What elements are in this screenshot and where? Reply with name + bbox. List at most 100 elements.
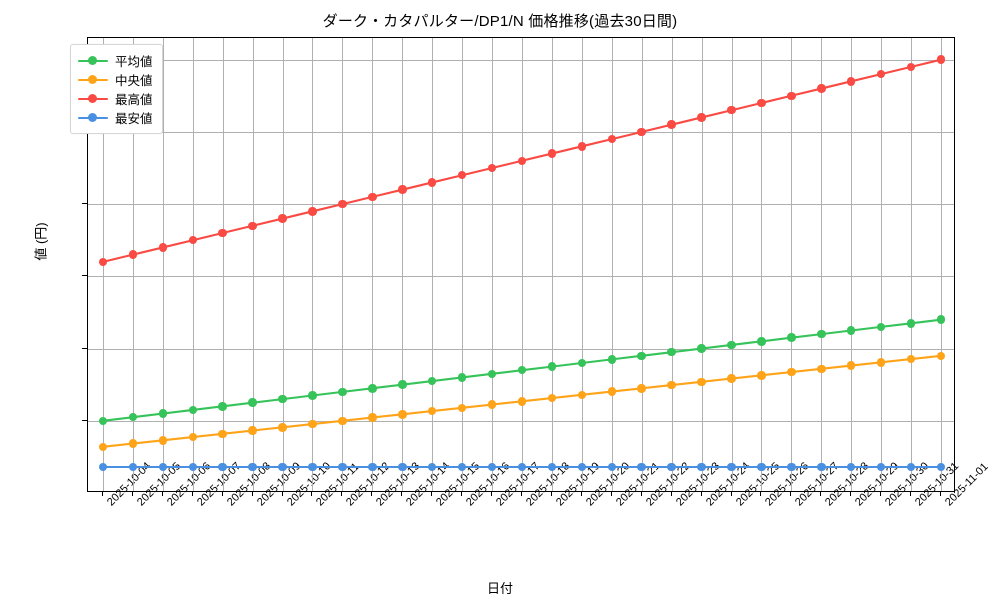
y-tick-mark — [82, 347, 87, 349]
data-point — [457, 373, 467, 382]
data-point — [697, 462, 706, 472]
data-point — [727, 374, 736, 383]
data-point — [457, 462, 467, 472]
data-point — [817, 84, 826, 93]
data-point — [158, 243, 168, 252]
x-tick-mark — [760, 492, 762, 496]
data-point — [98, 257, 108, 267]
data-point — [398, 380, 407, 389]
data-point — [757, 462, 766, 472]
x-tick-mark — [790, 492, 792, 496]
x-tick-mark — [700, 492, 702, 496]
x-tick-mark — [101, 492, 103, 496]
data-point — [667, 380, 676, 390]
data-point — [667, 347, 676, 357]
data-point — [846, 361, 856, 370]
legend-label: 最高値 — [115, 93, 153, 107]
x-tick-label: 2025-10-06 — [164, 460, 214, 509]
legend-item-0[interactable]: 平均値 — [78, 51, 153, 70]
data-point — [427, 462, 437, 472]
x-tick-label: 2025-10-24 — [703, 460, 752, 509]
x-tick-mark — [940, 492, 942, 496]
x-tick-mark — [281, 492, 283, 496]
y-tick-mark — [82, 419, 87, 421]
data-point — [846, 77, 856, 86]
legend-item-3[interactable]: 最安値 — [78, 108, 153, 127]
data-point — [338, 462, 347, 472]
x-tick-mark — [730, 492, 732, 496]
x-tick-label: 2025-10-14 — [404, 460, 453, 509]
x-tick-label: 2025-10-23 — [673, 460, 722, 509]
x-tick-mark — [820, 492, 822, 496]
data-point — [158, 436, 168, 445]
gridline-vertical — [731, 38, 733, 491]
data-point — [787, 367, 796, 377]
x-tick-label: 2025-10-11 — [314, 460, 363, 509]
data-point — [936, 351, 946, 361]
legend-item-2[interactable]: 最高値 — [78, 89, 153, 108]
data-point — [906, 62, 916, 72]
gridline-horizontal — [88, 348, 954, 350]
data-point — [158, 409, 168, 418]
data-point — [457, 170, 467, 180]
x-tick-label: 2025-10-15 — [434, 460, 483, 509]
gridline-vertical — [881, 38, 883, 491]
data-point — [547, 362, 557, 371]
x-tick-label: 2025-10-25 — [733, 460, 782, 509]
gridline-vertical — [791, 38, 793, 491]
legend-swatch-icon — [78, 112, 108, 124]
x-tick-mark — [311, 492, 313, 496]
gridline-vertical — [821, 38, 823, 491]
x-tick-label: 2025-10-10 — [284, 460, 333, 509]
x-tick-label: 2025-10-05 — [134, 460, 184, 509]
x-tick-mark — [251, 492, 253, 496]
data-point — [487, 462, 497, 472]
data-point — [936, 315, 946, 324]
gridline-vertical — [551, 38, 553, 491]
x-tick-mark — [461, 492, 463, 496]
data-point — [906, 462, 916, 472]
x-tick-label: 2025-10-09 — [254, 460, 303, 509]
data-point — [218, 429, 227, 439]
data-point — [248, 426, 257, 435]
y-tick-mark — [82, 275, 87, 277]
data-point — [517, 462, 527, 472]
legend-item-1[interactable]: 中央値 — [78, 70, 153, 89]
data-point — [517, 365, 527, 375]
data-point — [697, 344, 706, 353]
data-point — [697, 377, 706, 387]
x-tick-mark — [401, 492, 403, 496]
x-tick-label: 2025-10-26 — [763, 460, 812, 509]
gridline-horizontal — [88, 59, 954, 61]
data-point — [278, 462, 287, 472]
data-point — [817, 329, 826, 339]
gridline-vertical — [851, 38, 853, 491]
x-tick-label: 2025-10-16 — [464, 460, 513, 509]
data-point — [876, 358, 886, 367]
legend-swatch-icon — [78, 55, 108, 67]
data-point — [368, 384, 377, 393]
x-tick-label: 2025-10-21 — [613, 460, 663, 509]
series-lines — [101, 58, 943, 469]
legend-swatch-icon — [78, 93, 108, 105]
legend-label: 中央値 — [115, 74, 153, 88]
data-point — [817, 364, 826, 374]
x-tick-label: 2025-10-28 — [823, 460, 872, 509]
data-point — [607, 134, 617, 144]
data-point — [218, 462, 227, 472]
x-tick-label: 2025-11-01 — [943, 460, 991, 509]
data-point — [457, 403, 467, 413]
gridline-vertical — [372, 38, 374, 491]
data-point — [98, 416, 108, 426]
data-point — [278, 214, 287, 223]
data-point — [248, 221, 257, 231]
gridline-vertical — [432, 38, 434, 491]
data-point — [338, 199, 347, 209]
data-point — [577, 390, 587, 400]
legend-swatch-icon — [78, 74, 108, 86]
gridline-vertical — [911, 38, 913, 491]
data-point — [427, 178, 437, 187]
data-point — [98, 442, 108, 452]
x-tick-label: 2025-10-13 — [374, 460, 423, 509]
